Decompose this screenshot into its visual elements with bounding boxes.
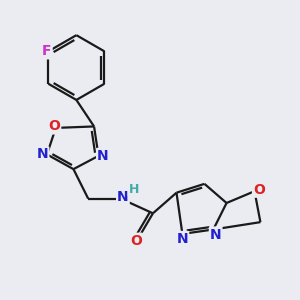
Text: N: N bbox=[117, 190, 129, 204]
Text: N: N bbox=[37, 147, 48, 161]
Text: H: H bbox=[129, 183, 139, 196]
Text: O: O bbox=[130, 234, 142, 248]
Text: O: O bbox=[48, 119, 60, 134]
Text: N: N bbox=[177, 232, 188, 246]
Text: N: N bbox=[210, 227, 221, 242]
Text: N: N bbox=[97, 149, 109, 163]
Text: O: O bbox=[253, 183, 265, 197]
Text: F: F bbox=[42, 44, 52, 58]
